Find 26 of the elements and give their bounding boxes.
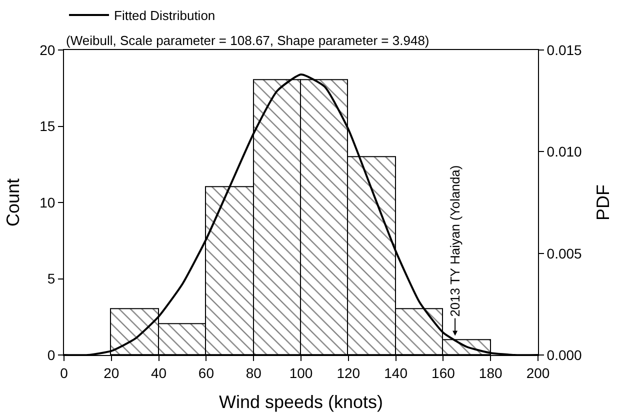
x-tick-label: 160	[432, 364, 456, 381]
x-tick-label: 140	[384, 364, 408, 381]
x-tick-label: 20	[104, 364, 120, 381]
y-tick-label: 10	[40, 194, 56, 210]
x-tick-label: 200	[526, 364, 550, 381]
x-tick-label: 120	[336, 364, 360, 381]
y-tick-label: 5	[47, 270, 56, 287]
y2-axis-title: PDF	[593, 184, 614, 221]
legend-label: Fitted Distribution	[114, 8, 216, 24]
x-axis-title: Wind speeds (knots)	[218, 392, 384, 412]
y2-tick-label: 0.015	[546, 42, 582, 58]
y2-tick-label: 0.010	[546, 144, 582, 160]
y-tick-label: 15	[40, 118, 56, 134]
annotation: 2013 TY Haiyan (Yolanda)	[447, 165, 462, 317]
y-axis-title: Count	[2, 178, 23, 227]
x-tick-label: 40	[151, 364, 167, 381]
y-tick-label: 20	[40, 42, 56, 58]
y2-tick-label: 0.005	[546, 245, 582, 262]
x-tick-label: 180	[478, 364, 502, 381]
y-tick-label: 0	[47, 346, 56, 363]
x-tick-label: 60	[198, 364, 214, 381]
text: (Weibull, Scale parameter = 108.67, Shape parameter = 3.948)	[66, 33, 430, 48]
x-tick-label: 100	[289, 364, 313, 381]
y2-tick-label: 0.000	[546, 346, 582, 363]
x-tick-label: 0	[60, 364, 68, 381]
x-tick-label: 80	[246, 364, 262, 381]
